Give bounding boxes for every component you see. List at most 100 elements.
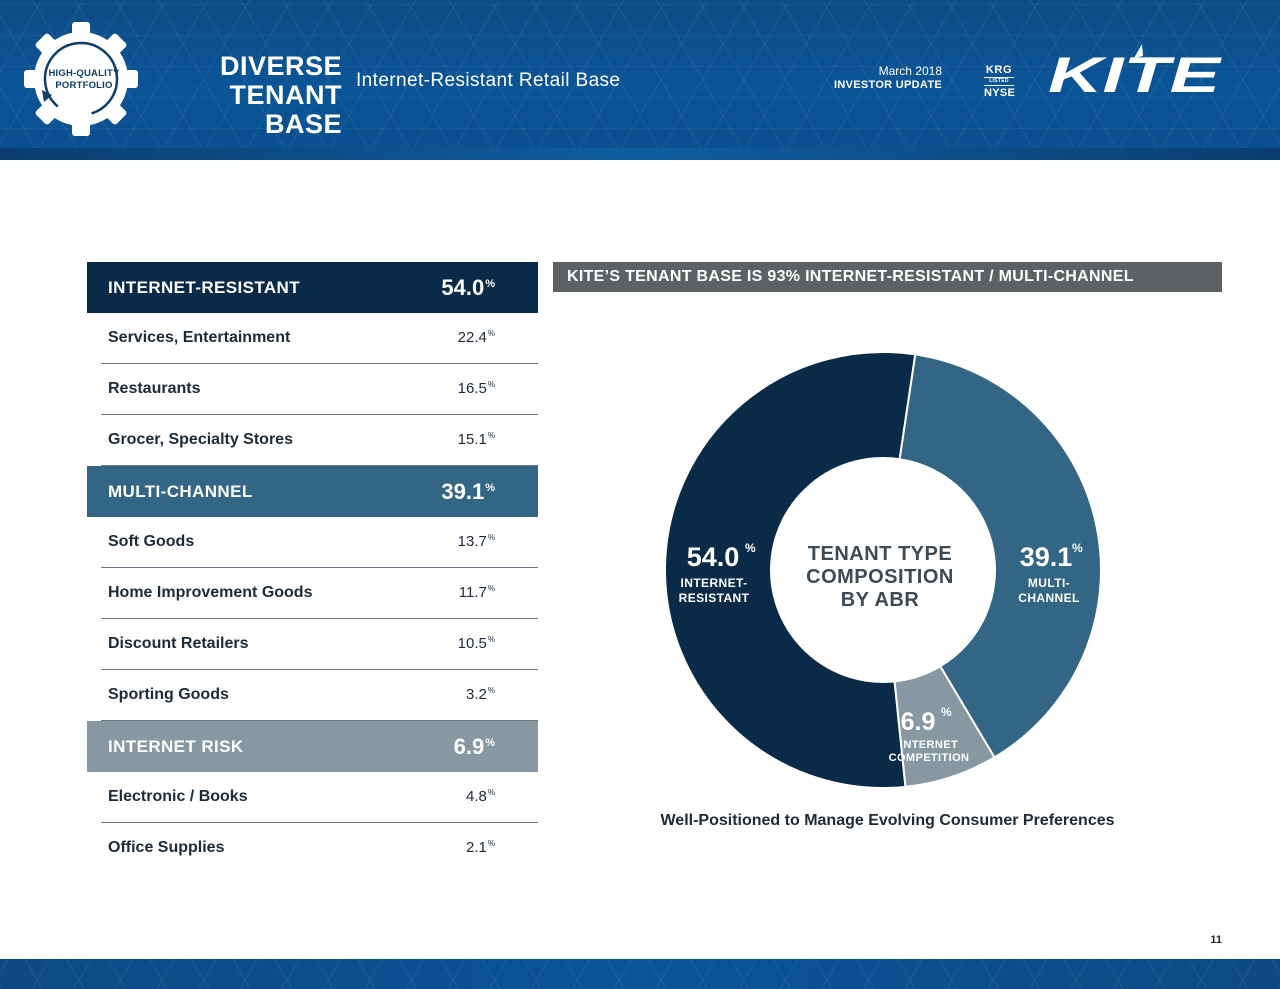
page-title-line1: DIVERSE [219,51,342,81]
value-number: 2.1 [466,839,487,856]
percent-sign: % [487,431,495,440]
slice-value-label: 54.0 [687,542,740,572]
badge-line2: PORTFOLIO [55,80,113,91]
table-row: Services, Entertainment 22.4% [101,313,538,364]
percent-sign: % [1072,541,1083,555]
row-value: 16.5% [417,364,495,413]
category-label: INTERNET RISK [108,737,244,756]
row-label: Office Supplies [108,839,225,856]
category-value: 6.9% [417,721,495,772]
kite-logo: KITE [1048,44,1222,96]
percent-sign: % [485,736,495,749]
slice-name-label: INTERNET [900,739,958,751]
donut-chart: 54.0 % INTERNET-RESISTANT 39.1 % MULTI-CHANNE… [665,352,1101,788]
chart-center-label: BY ABR [841,589,920,611]
category-label: MULTI-CHANNEL [108,482,253,501]
row-value: 22.4% [417,313,495,362]
header-base-band [0,148,1280,160]
table-row: Soft Goods 13.7% [101,517,538,568]
ticker-badge: KRG LISTED NYSE [984,64,1016,99]
row-label: Services, Entertainment [108,329,291,346]
row-label: Discount Retailers [108,635,249,652]
row-label: Home Improvement Goods [108,584,313,601]
ticker-symbol: KRG [985,64,1013,76]
percent-sign: % [487,584,495,593]
tenant-table: INTERNET-RESISTANT 54.0% Services, Enter… [87,262,538,874]
slice-value-label: 6.9 [901,708,936,736]
slice-name-label: RESISTANT [679,591,750,605]
chart-center-label: COMPOSITION [806,566,954,588]
slice-name-label: CHANNEL [1018,591,1079,605]
percent-sign: % [487,839,495,848]
row-label: Soft Goods [108,533,195,550]
header-pattern [0,0,1280,160]
value-number: 22.4 [457,329,487,346]
value-number: 10.5 [457,635,487,652]
logo-kite-tip-icon [1134,44,1143,58]
table-row: Discount Retailers 10.5% [101,619,538,670]
table-row: Restaurants 16.5% [101,364,538,415]
value-number: 15.1 [457,431,487,448]
badge-line1: HIGH-QUALITY [48,68,120,79]
value-number: 6.9 [453,734,485,759]
presentation-type: INVESTOR UPDATE [834,79,942,91]
percent-sign: % [485,481,495,494]
page-title: DIVERSE TENANT BASE [148,52,342,139]
presentation-date: March 2018 [878,64,942,78]
ticker-listed: LISTED [984,77,1014,86]
category-label: INTERNET-RESISTANT [108,278,301,297]
value-number: 3.2 [466,686,487,703]
table-row: Sporting Goods 3.2% [101,670,538,721]
slice-internet-resistant [665,352,917,788]
footer-pattern [0,959,1280,989]
slice-multi-channel [898,353,1101,759]
table-row: Office Supplies 2.1% [101,823,538,874]
chart-title: KITE’S TENANT BASE IS 93% INTERNET-RESIS… [553,262,1222,292]
percent-sign: % [487,686,495,695]
row-label: Sporting Goods [108,686,229,703]
value-number: 16.5 [457,380,487,397]
slice-value-label: 39.1 [1020,542,1073,572]
percent-sign: % [941,705,952,719]
value-number: 54.0 [441,275,485,300]
category-row-internet-resistant: INTERNET-RESISTANT 54.0% [87,262,538,313]
badge-label: HIGH-QUALITY PORTFOLIO [32,68,136,92]
value-number: 11.7 [458,584,487,601]
row-value: 4.8% [417,772,495,821]
chart-caption: Well-Positioned to Manage Evolving Consu… [660,812,1115,829]
row-label: Grocer, Specialty Stores [108,431,293,448]
ticker-exchange: NYSE [984,87,1016,99]
category-value: 39.1% [417,466,495,517]
category-row-internet-risk: INTERNET RISK 6.9% [87,721,538,772]
value-number: 13.7 [457,533,487,550]
page-number: 11 [1210,934,1222,946]
table-row: Home Improvement Goods 11.7% [101,568,538,619]
row-label: Restaurants [108,380,201,397]
kite-logo-text: KITE [1048,47,1222,96]
table-row: Grocer, Specialty Stores 15.1% [101,415,538,466]
row-label: Electronic / Books [108,788,248,805]
slice-name-label: INTERNET- [681,576,748,590]
row-value: 13.7% [417,517,495,566]
value-number: 39.1 [441,479,485,504]
row-value: 2.1% [417,823,495,872]
page-subtitle: Internet-Resistant Retail Base [356,70,621,91]
slice-name-label: MULTI- [1028,576,1070,590]
row-value: 3.2% [417,670,495,719]
slice-name-label: COMPETITION [889,752,970,764]
row-value: 11.7% [417,568,495,617]
footer-band [0,959,1280,989]
percent-sign: % [487,635,495,644]
percent-sign: % [487,329,495,338]
value-number: 4.8 [466,788,487,805]
date-block: March 2018 INVESTOR UPDATE [760,64,942,92]
percent-sign: % [487,533,495,542]
category-row-multi-channel: MULTI-CHANNEL 39.1% [87,466,538,517]
percent-sign: % [485,277,495,290]
percent-sign: % [487,788,495,797]
gear-icon [24,22,138,136]
percent-sign: % [745,541,756,555]
category-value: 54.0% [417,262,495,313]
percent-sign: % [487,380,495,389]
row-value: 10.5% [417,619,495,668]
